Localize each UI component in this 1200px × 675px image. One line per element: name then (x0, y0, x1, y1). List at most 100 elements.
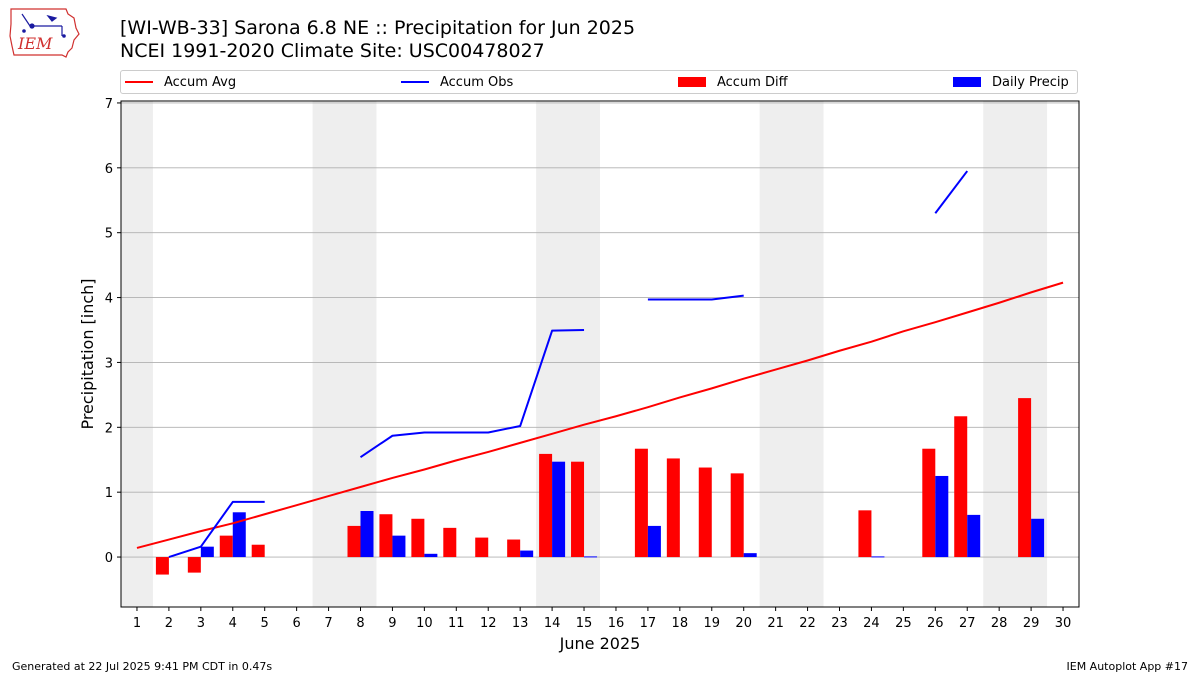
daily-precip-bar (647, 525, 661, 558)
accum-diff-bar (187, 557, 201, 573)
y-tick-label: 3 (105, 356, 113, 371)
x-tick-label: 9 (388, 616, 396, 631)
iem-logo: IEM (9, 8, 80, 58)
y-tick-label: 6 (105, 162, 113, 177)
x-tick-label: 2 (165, 616, 173, 631)
plot-frame (120, 100, 1080, 608)
accum-diff-bar (698, 467, 712, 558)
daily-precip-bar (1031, 518, 1045, 558)
daily-precip-bar (520, 550, 534, 558)
accum-diff-bar (347, 525, 361, 558)
accum-avg-line (136, 281, 1064, 549)
accum-diff-bar (730, 473, 744, 558)
x-tick-label: 5 (261, 616, 269, 631)
accum-obs-line (168, 500, 265, 558)
accum-obs-line (359, 328, 585, 458)
weather-instrument-icon (21, 13, 66, 38)
accum-diff-bar (858, 510, 872, 558)
x-axis-label: June 2025 (559, 634, 641, 653)
daily-precip-bar (360, 510, 374, 558)
x-tick-label: 21 (767, 616, 784, 631)
accum-obs-line (934, 170, 969, 214)
legend-swatch (678, 77, 706, 87)
x-tick-label: 6 (292, 616, 300, 631)
x-tick-label: 3 (197, 616, 205, 631)
chart-subtitle: NCEI 1991-2020 Climate Site: USC00478027 (120, 40, 545, 62)
daily-precip-bar (584, 556, 598, 558)
footer-generated: Generated at 22 Jul 2025 9:41 PM CDT in … (12, 660, 273, 673)
accum-diff-bar (954, 416, 968, 558)
chart-title: [WI-WB-33] Sarona 6.8 NE :: Precipitatio… (120, 17, 636, 39)
legend-label: Daily Precip (992, 74, 1069, 90)
logo-text: IEM (17, 34, 53, 53)
accum-diff-bar (379, 514, 393, 558)
accum-obs-line (647, 294, 744, 301)
x-tick-label: 8 (356, 616, 364, 631)
legend-swatch (953, 77, 981, 87)
x-tick-label: 18 (672, 616, 689, 631)
x-tick-label: 25 (895, 616, 912, 631)
y-tick-label: 5 (105, 227, 113, 242)
daily-precip-bar (552, 461, 566, 558)
y-tick-label: 7 (105, 97, 113, 112)
weekend-shade (759, 101, 824, 607)
legend-label: Accum Avg (164, 74, 237, 90)
daily-precip-bar (743, 553, 757, 558)
daily-precip-bar (871, 556, 885, 558)
accum-diff-bar (922, 448, 936, 558)
x-tick-label: 24 (863, 616, 880, 631)
daily-precip-bar (424, 553, 438, 558)
x-tick-label: 22 (799, 616, 816, 631)
accum-diff-bar (443, 527, 457, 558)
x-tick-label: 28 (991, 616, 1008, 631)
daily-precip-bar (967, 514, 981, 558)
legend: Accum Avg Accum Obs Accum Diff Daily Pre… (120, 70, 1078, 94)
x-tick-label: 13 (512, 616, 529, 631)
legend-item-accum-diff: Accum Diff (678, 71, 788, 93)
x-tick-label: 16 (608, 616, 625, 631)
legend-item-accum-obs: Accum Obs (401, 71, 513, 93)
x-tick-label: 1 (133, 616, 141, 631)
accum-diff-bar (155, 557, 169, 575)
legend-item-daily-precip: Daily Precip (953, 71, 1069, 93)
accum-diff-bar (411, 518, 425, 558)
daily-precip-bar (200, 546, 214, 558)
x-tick-label: 12 (480, 616, 497, 631)
x-tick-label: 19 (703, 616, 720, 631)
accum-diff-bar (666, 458, 680, 558)
y-axis-label: Precipitation [inch] (78, 278, 97, 429)
legend-swatch (401, 81, 429, 83)
x-tick-label: 27 (959, 616, 976, 631)
accum-diff-bar (634, 448, 648, 558)
daily-precip-bar (935, 475, 949, 558)
x-tick-label: 7 (324, 616, 332, 631)
x-tick-label: 10 (416, 616, 433, 631)
x-tick-label: 15 (576, 616, 593, 631)
legend-label: Accum Obs (440, 74, 514, 90)
footer-app: IEM Autoplot App #17 (1066, 660, 1189, 673)
accum-diff-bar (1018, 398, 1032, 558)
y-tick-label: 2 (105, 421, 113, 436)
x-tick-label: 29 (1023, 616, 1040, 631)
accum-diff-bar (507, 539, 521, 558)
legend-label: Accum Diff (717, 74, 788, 90)
accum-diff-bar (219, 535, 233, 558)
legend-swatch (125, 81, 153, 83)
y-tick-label: 0 (105, 551, 113, 566)
legend-item-accum-avg: Accum Avg (125, 71, 236, 93)
x-tick-label: 17 (640, 616, 657, 631)
x-tick-label: 30 (1055, 616, 1072, 631)
accum-diff-bar (475, 537, 489, 558)
weekend-shade (121, 101, 153, 607)
x-tick-label: 14 (544, 616, 561, 631)
accum-diff-bar (539, 453, 553, 558)
x-tick-label: 11 (448, 616, 465, 631)
x-tick-label: 4 (229, 616, 237, 631)
x-tick-label: 23 (831, 616, 848, 631)
daily-precip-bar (392, 535, 406, 558)
y-tick-label: 1 (105, 486, 113, 501)
x-tick-label: 26 (927, 616, 944, 631)
accum-diff-bar (571, 461, 585, 558)
y-tick-label: 4 (105, 292, 113, 307)
